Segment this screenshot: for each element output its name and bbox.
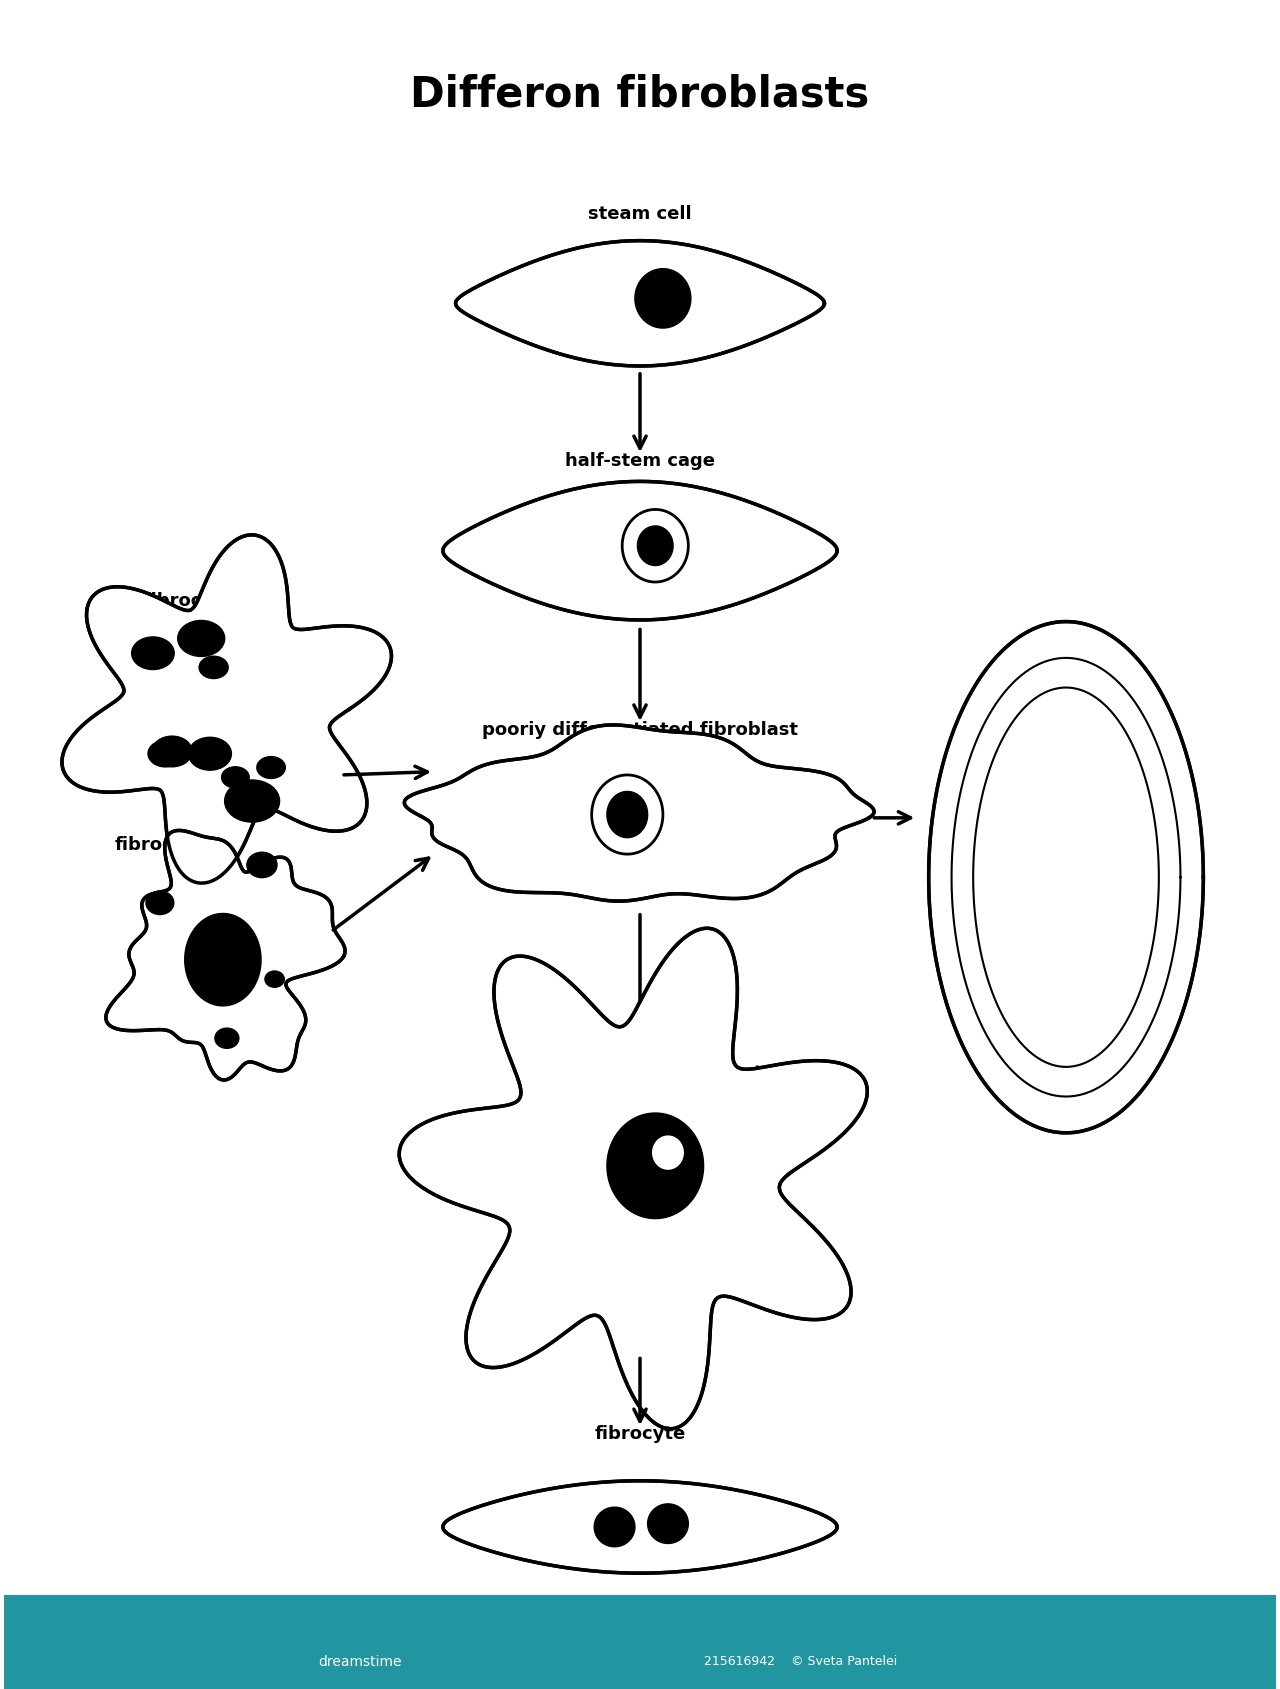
Polygon shape xyxy=(184,914,261,1007)
Polygon shape xyxy=(607,792,648,838)
Ellipse shape xyxy=(152,736,192,767)
Text: Differon fibroblasts: Differon fibroblasts xyxy=(411,74,869,117)
Polygon shape xyxy=(404,726,874,902)
Ellipse shape xyxy=(146,892,174,915)
Polygon shape xyxy=(106,831,346,1081)
Text: half-stem cage: half-stem cage xyxy=(564,451,716,470)
Polygon shape xyxy=(637,527,673,566)
Text: differentiated fibroblast: differentiated fibroblast xyxy=(517,1062,763,1081)
Ellipse shape xyxy=(221,767,250,789)
Text: fibroclast: fibroclast xyxy=(115,836,211,853)
Polygon shape xyxy=(61,535,392,883)
Ellipse shape xyxy=(200,657,228,679)
Polygon shape xyxy=(648,1503,689,1544)
Ellipse shape xyxy=(247,853,276,878)
Bar xyxy=(4,1594,1276,1689)
Text: myofibroclast: myofibroclast xyxy=(100,591,239,610)
Ellipse shape xyxy=(224,780,279,823)
Polygon shape xyxy=(929,622,1203,1133)
Polygon shape xyxy=(456,242,824,367)
Ellipse shape xyxy=(265,971,284,988)
Polygon shape xyxy=(443,481,837,620)
Text: steam cell: steam cell xyxy=(589,204,691,223)
Text: 215616942    © Sveta Pantelei: 215616942 © Sveta Pantelei xyxy=(704,1654,897,1667)
Polygon shape xyxy=(622,510,689,583)
Text: dreamstime: dreamstime xyxy=(319,1654,402,1667)
Ellipse shape xyxy=(132,637,174,671)
Polygon shape xyxy=(399,929,868,1429)
Text: fat cell (adipocyte): fat cell (adipocyte) xyxy=(977,728,1169,747)
Ellipse shape xyxy=(148,741,183,767)
Ellipse shape xyxy=(178,622,225,657)
Polygon shape xyxy=(635,270,691,329)
Polygon shape xyxy=(607,1113,704,1219)
Ellipse shape xyxy=(215,1029,239,1049)
Ellipse shape xyxy=(257,757,285,779)
Polygon shape xyxy=(443,1481,837,1572)
Polygon shape xyxy=(973,687,1158,1067)
Text: fibrocyte: fibrocyte xyxy=(594,1424,686,1442)
Text: pooriy differentiated fibroblast: pooriy differentiated fibroblast xyxy=(483,721,797,738)
Polygon shape xyxy=(653,1137,684,1169)
Polygon shape xyxy=(591,775,663,855)
Ellipse shape xyxy=(188,738,232,770)
Polygon shape xyxy=(594,1507,635,1547)
